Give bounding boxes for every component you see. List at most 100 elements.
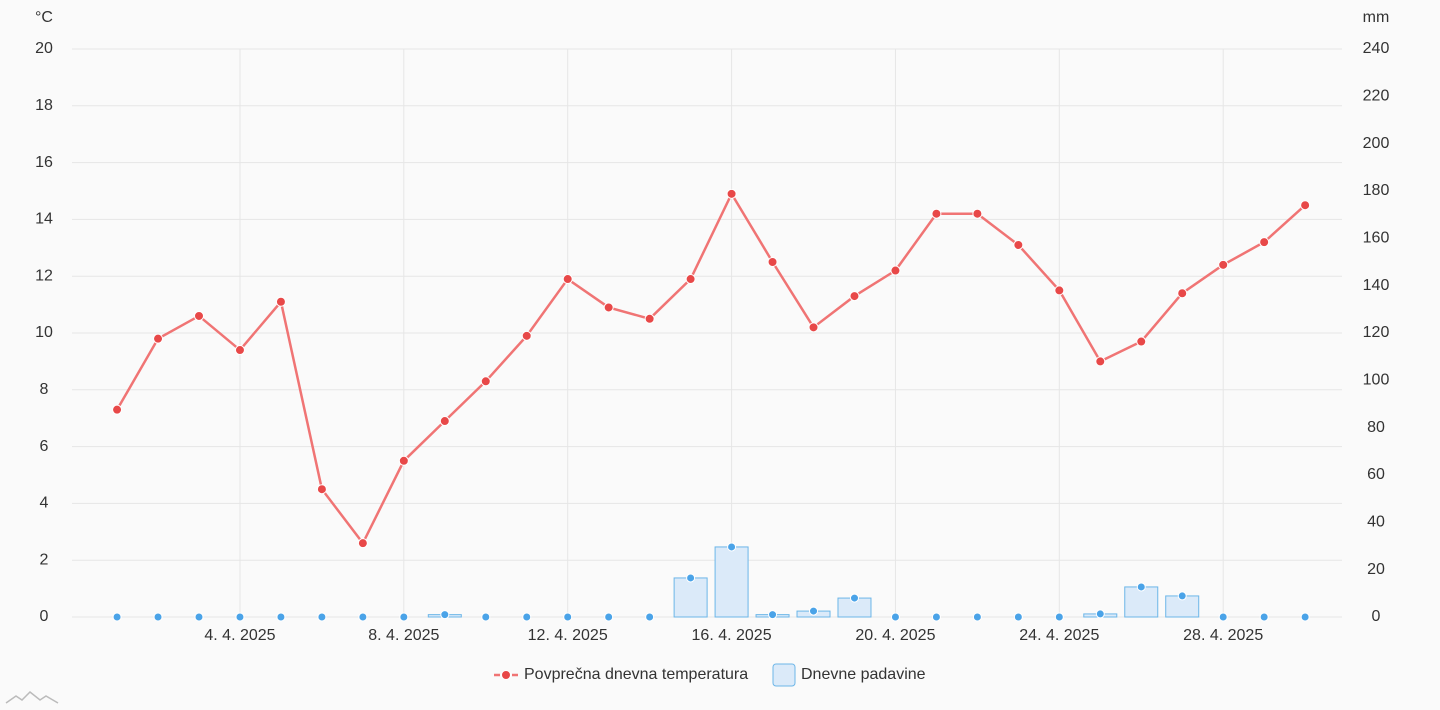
- bar-marker: [931, 612, 941, 622]
- bar-marker: [481, 612, 491, 622]
- line-marker: [1218, 259, 1229, 270]
- bar-marker: [1177, 591, 1187, 601]
- legend-label: Dnevne padavine: [801, 666, 926, 683]
- y2-tick-label: 40: [1367, 514, 1385, 531]
- y-tick-label: 0: [40, 608, 49, 625]
- x-tick-label: 28. 4. 2025: [1183, 627, 1263, 644]
- line-marker: [275, 296, 286, 307]
- bar-marker: [727, 542, 737, 552]
- y-tick-label: 8: [40, 381, 49, 398]
- bar-marker: [1095, 609, 1105, 619]
- bar-marker: [522, 612, 532, 622]
- y2-tick-label: 80: [1367, 419, 1385, 436]
- line-marker: [685, 274, 696, 285]
- bar-marker: [890, 612, 900, 622]
- line-marker: [603, 302, 614, 313]
- bar-marker: [563, 612, 573, 622]
- bar-marker: [1218, 612, 1228, 622]
- line-marker: [112, 404, 123, 415]
- line-marker: [808, 322, 819, 333]
- y2-tick-label: 120: [1363, 324, 1390, 341]
- y2-tick-label: 240: [1363, 40, 1390, 57]
- line-marker: [1136, 336, 1147, 347]
- bar-marker: [1054, 612, 1064, 622]
- legend-box: [772, 663, 796, 687]
- line-marker: [1300, 200, 1311, 211]
- line-marker: [562, 274, 573, 285]
- bar-marker: [849, 593, 859, 603]
- line-marker: [1259, 237, 1270, 248]
- line-marker: [439, 416, 450, 427]
- logo: [5, 690, 59, 704]
- line-marker: [972, 208, 983, 219]
- x-tick-label: 24. 4. 2025: [1019, 627, 1099, 644]
- line-marker: [357, 538, 368, 549]
- line-marker: [153, 333, 164, 344]
- bar-marker: [112, 612, 122, 622]
- y2-tick-label: 180: [1363, 182, 1390, 199]
- y-axis-unit: °C: [35, 9, 53, 26]
- y2-tick-label: 160: [1363, 230, 1390, 247]
- line-marker: [726, 188, 737, 199]
- bar-marker: [1136, 582, 1146, 592]
- bar: [1124, 586, 1159, 618]
- line-marker: [194, 310, 204, 321]
- line-marker: [398, 455, 409, 466]
- bar-marker: [317, 612, 327, 622]
- y-tick-label: 18: [35, 97, 53, 114]
- line-marker: [644, 313, 655, 324]
- y-tick-label: 6: [40, 438, 49, 455]
- y-tick-label: 4: [40, 495, 49, 512]
- bar-marker: [276, 612, 286, 622]
- y2-tick-label: 60: [1367, 466, 1385, 483]
- x-tick-label: 4. 4. 2025: [204, 627, 275, 644]
- line-marker: [890, 265, 901, 276]
- bar-marker: [194, 612, 204, 622]
- y-tick-label: 12: [35, 267, 53, 284]
- bar-marker: [440, 610, 450, 620]
- line: [115, 191, 1306, 546]
- bar-marker: [153, 612, 163, 622]
- x-tick-label: 16. 4. 2025: [692, 627, 772, 644]
- y-tick-label: 10: [35, 324, 53, 341]
- y2-tick-label: 100: [1363, 372, 1390, 389]
- bar-marker: [235, 612, 245, 622]
- bar-marker: [686, 573, 696, 583]
- line-marker: [1013, 239, 1024, 250]
- y2-tick-label: 0: [1372, 608, 1381, 625]
- y-tick-label: 2: [40, 551, 49, 568]
- legend-label: Povprečna dnevna temperatura: [524, 666, 748, 683]
- y2-tick-label: 20: [1367, 561, 1385, 578]
- x-tick-label: 8. 4. 2025: [368, 627, 439, 644]
- y2-tick-label: 200: [1363, 135, 1390, 152]
- line-marker: [849, 291, 860, 302]
- line-marker: [480, 376, 491, 387]
- bar-marker: [358, 612, 368, 622]
- line-marker: [316, 484, 327, 495]
- bar: [673, 577, 708, 618]
- bar: [714, 546, 749, 618]
- line-marker: [1095, 356, 1106, 367]
- bar-marker: [972, 612, 982, 622]
- line-marker: [767, 257, 778, 267]
- y2-tick-label: 140: [1363, 277, 1390, 294]
- line-marker: [1054, 285, 1065, 296]
- bar-marker: [645, 612, 655, 622]
- line-marker: [521, 330, 532, 341]
- line-marker: [234, 345, 245, 356]
- bar-marker: [1300, 612, 1310, 622]
- y-tick-label: 20: [35, 40, 53, 57]
- bar-marker: [399, 612, 409, 622]
- y-tick-label: 16: [35, 154, 53, 171]
- y2-tick-label: 220: [1363, 88, 1390, 105]
- bar-marker: [1259, 612, 1269, 622]
- bar-marker: [768, 610, 778, 620]
- bar-marker: [604, 612, 614, 622]
- x-tick-label: 20. 4. 2025: [855, 627, 935, 644]
- legend-marker: [501, 670, 511, 680]
- line-marker: [931, 208, 942, 219]
- line-marker: [1177, 288, 1188, 299]
- bar-marker: [1013, 612, 1023, 622]
- bar-marker: [809, 606, 819, 616]
